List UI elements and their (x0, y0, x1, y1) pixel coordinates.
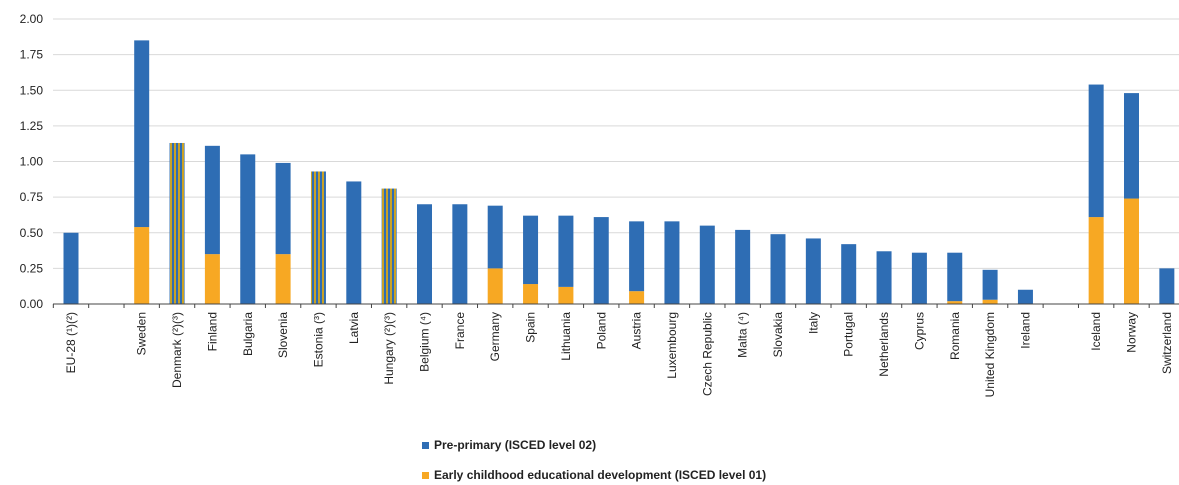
x-category-label: Germany (488, 312, 502, 361)
bar-early-childhood (487, 268, 503, 304)
y-tick-label: 0.50 (20, 226, 44, 240)
y-tick-label: 1.00 (20, 155, 44, 169)
x-category-label: Slovenia (276, 312, 290, 358)
y-axis-ticks: 0.00 0.25 0.50 0.75 1.00 1.25 1.50 1.75 2.00 (20, 12, 44, 311)
bar-early-childhood (134, 227, 150, 304)
x-category-label: Belgium (⁴) (418, 312, 432, 372)
bar-undivided (310, 171, 326, 304)
x-category-label: Sweden (135, 312, 149, 355)
bar-pre-primary (240, 154, 256, 304)
y-tick-label: 2.00 (20, 12, 44, 26)
x-category-label: Latvia (347, 312, 361, 344)
bar-early-childhood (523, 284, 539, 304)
y-tick-label: 0.75 (20, 190, 44, 204)
bar-pre-primary (1088, 84, 1104, 218)
bar-early-childhood (1088, 217, 1104, 304)
bar-pre-primary (487, 205, 503, 269)
bar-pre-primary (63, 232, 79, 304)
y-tick-label: 1.25 (20, 119, 44, 133)
x-category-label: Denmark (²)(³) (170, 312, 184, 388)
gridlines (53, 18, 1179, 305)
legend-swatch-early-childhood (422, 472, 429, 479)
bar-pre-primary (770, 234, 786, 304)
x-category-label: Lithuania (559, 312, 573, 361)
bar-pre-primary (735, 229, 751, 304)
x-category-label: Hungary (²)(³) (382, 312, 396, 385)
bar-pre-primary (346, 181, 362, 304)
legend-label-early-childhood: Early childhood educational development … (434, 468, 766, 482)
y-tick-label: 0.25 (20, 261, 44, 275)
legend: Pre-primary (ISCED level 02) Early child… (422, 438, 766, 482)
bar-pre-primary (134, 40, 150, 228)
legend-swatch-pre-primary (422, 442, 429, 449)
x-category-label: France (453, 312, 467, 350)
bar-early-childhood (982, 299, 998, 304)
x-category-label: Poland (594, 312, 608, 349)
bar-undivided (169, 142, 185, 304)
bar-pre-primary (593, 217, 609, 304)
bar-pre-primary (805, 238, 821, 304)
bar-pre-primary (982, 269, 998, 300)
bar-early-childhood (947, 301, 963, 304)
bar-pre-primary (664, 221, 680, 304)
bar-pre-primary (275, 162, 291, 255)
bar-pre-primary (876, 251, 892, 304)
x-category-label: EU-28 (¹)(²) (64, 312, 78, 373)
bar-pre-primary (911, 252, 927, 304)
x-category-label: United Kingdom (983, 312, 997, 397)
x-category-label: Bulgaria (241, 312, 255, 356)
y-tick-label: 0.00 (20, 297, 44, 311)
bar-pre-primary (558, 215, 574, 287)
bar-early-childhood (204, 254, 220, 304)
bar-early-childhood (1124, 198, 1139, 304)
bar-undivided (381, 188, 397, 304)
x-category-label: Czech Republic (700, 312, 714, 396)
x-category-label: Switzerland (1160, 312, 1174, 374)
bar-pre-primary (1124, 93, 1139, 199)
x-category-label: Cyprus (912, 312, 926, 350)
x-category-label: Norway (1125, 312, 1139, 353)
legend-label-pre-primary: Pre-primary (ISCED level 02) (434, 438, 596, 452)
bar-pre-primary (629, 221, 645, 292)
x-category-label: Italy (806, 312, 820, 334)
bar-early-childhood (275, 254, 291, 304)
bar-early-childhood (558, 286, 574, 304)
bar-pre-primary (947, 252, 963, 302)
x-category-label: Slovakia (771, 312, 785, 358)
x-category-label: Luxembourg (665, 312, 679, 379)
bar-pre-primary (1159, 268, 1175, 304)
bars (63, 40, 1175, 304)
x-category-label: Ireland (1018, 312, 1032, 349)
x-category-label: Portugal (842, 312, 856, 357)
x-category-label: Malta (⁴) (736, 312, 750, 358)
y-tick-label: 1.75 (20, 48, 44, 62)
bar-pre-primary (204, 145, 220, 255)
x-axis-labels: EU-28 (¹)(²) Sweden Denmark (²)(³) Finland B… (52, 304, 1174, 397)
y-tick-label: 1.50 (20, 83, 44, 97)
x-category-label: Estonia (³) (311, 312, 325, 367)
bar-pre-primary (417, 204, 432, 304)
bar-pre-primary (523, 215, 539, 285)
bar-pre-primary (841, 244, 857, 304)
x-category-label: Romania (948, 312, 962, 360)
x-category-label: Spain (524, 312, 538, 343)
x-category-label: Iceland (1089, 312, 1103, 351)
bar-pre-primary (699, 225, 715, 304)
bar-pre-primary (452, 204, 468, 304)
bar-early-childhood (629, 291, 645, 304)
x-category-label: Finland (205, 312, 219, 351)
x-category-label: Netherlands (877, 312, 891, 377)
x-category-label: Austria (630, 312, 644, 350)
bar-pre-primary (1017, 289, 1033, 304)
